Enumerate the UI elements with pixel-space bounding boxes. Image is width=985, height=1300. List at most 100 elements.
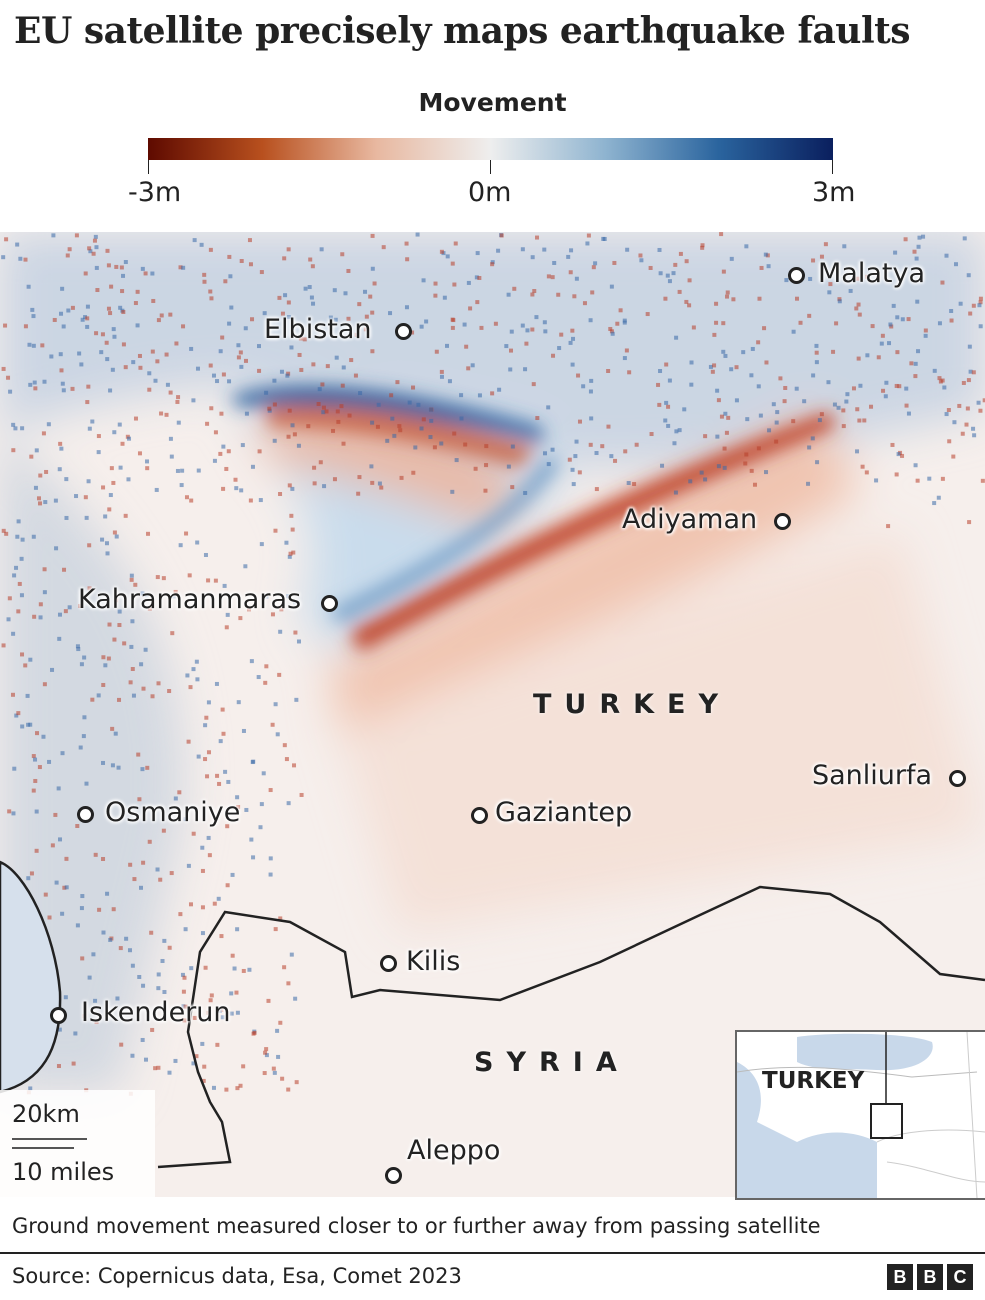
speckle-pixel (299, 792, 304, 797)
speckle-pixel (542, 247, 547, 252)
speckle-pixel (214, 681, 219, 686)
speckle-pixel (249, 659, 254, 664)
speckle-pixel (819, 254, 824, 259)
speckle-pixel (909, 361, 914, 366)
speckle-pixel (1, 255, 6, 260)
speckle-pixel (228, 274, 233, 279)
speckle-pixel (153, 1066, 158, 1071)
city-dot-elbistan (395, 323, 412, 340)
speckle-pixel (810, 436, 815, 441)
speckle-pixel (29, 871, 34, 876)
speckle-pixel (648, 265, 653, 270)
speckle-pixel (215, 773, 220, 778)
speckle-pixel (246, 607, 251, 612)
speckle-pixel (416, 402, 421, 407)
speckle-pixel (490, 262, 495, 267)
speckle-pixel (473, 466, 478, 471)
speckle-pixel (322, 484, 327, 489)
speckle-pixel (784, 278, 789, 283)
speckle-pixel (106, 263, 111, 268)
speckle-pixel (209, 406, 214, 411)
speckle-pixel (16, 519, 21, 524)
speckle-pixel (248, 262, 253, 267)
speckle-pixel (415, 232, 420, 237)
speckle-pixel (236, 700, 241, 705)
speckle-pixel (184, 531, 189, 536)
speckle-pixel (272, 402, 277, 407)
speckle-pixel (915, 299, 920, 304)
speckle-pixel (606, 368, 611, 373)
speckle-pixel (202, 1064, 207, 1069)
speckle-pixel (667, 279, 672, 284)
speckle-pixel (200, 931, 205, 936)
bbc-logo-letter: C (947, 1264, 973, 1290)
speckle-pixel (370, 480, 375, 485)
speckle-pixel (206, 700, 211, 705)
speckle-pixel (532, 289, 537, 294)
speckle-pixel (921, 234, 926, 239)
speckle-pixel (270, 722, 275, 727)
speckle-pixel (749, 373, 754, 378)
speckle-pixel (624, 348, 629, 353)
speckle-pixel (766, 264, 771, 269)
speckle-pixel (176, 395, 181, 400)
speckle-pixel (135, 289, 140, 294)
speckle-pixel (932, 368, 937, 373)
speckle-pixel (43, 892, 48, 897)
speckle-pixel (743, 461, 748, 466)
speckle-noise (0, 232, 985, 1096)
city-label-kahramanmaras: Kahramanmaras (78, 584, 302, 615)
speckle-pixel (203, 552, 208, 557)
speckle-pixel (439, 374, 444, 379)
speckle-pixel (428, 435, 433, 440)
speckle-pixel (194, 659, 199, 664)
speckle-pixel (53, 498, 58, 503)
speckle-pixel (363, 327, 368, 332)
speckle-pixel (191, 1061, 196, 1066)
speckle-pixel (569, 248, 574, 253)
speckle-pixel (310, 264, 315, 269)
speckle-pixel (31, 314, 36, 319)
speckle-pixel (119, 265, 124, 270)
speckle-pixel (585, 241, 590, 246)
speckle-pixel (894, 472, 899, 477)
speckle-pixel (96, 450, 101, 455)
speckle-pixel (523, 490, 528, 495)
speckle-pixel (758, 413, 763, 418)
speckle-pixel (263, 680, 268, 685)
city-dot-sanliurfa (949, 770, 966, 787)
speckle-pixel (660, 463, 665, 468)
speckle-pixel (566, 254, 571, 259)
speckle-pixel (86, 384, 91, 389)
speckle-pixel (288, 551, 293, 556)
speckle-pixel (187, 573, 192, 578)
speckle-pixel (904, 403, 909, 408)
speckle-pixel (348, 330, 353, 335)
speckle-pixel (183, 817, 188, 822)
speckle-pixel (334, 355, 339, 360)
speckle-pixel (940, 280, 945, 285)
speckle-pixel (209, 296, 214, 301)
speckle-pixel (243, 326, 248, 331)
speckle-pixel (802, 399, 807, 404)
speckle-pixel (684, 259, 689, 264)
speckle-pixel (241, 728, 246, 733)
speckle-pixel (220, 335, 225, 340)
speckle-pixel (639, 258, 644, 263)
speckle-pixel (880, 333, 885, 338)
speckle-pixel (238, 350, 243, 355)
speckle-pixel (856, 356, 861, 361)
speckle-pixel (468, 306, 473, 311)
speckle-pixel (370, 233, 375, 238)
speckle-pixel (512, 286, 517, 291)
speckle-pixel (58, 441, 63, 446)
speckle-pixel (798, 320, 803, 325)
speckle-pixel (56, 1064, 61, 1069)
speckle-pixel (353, 373, 358, 378)
speckle-pixel (127, 948, 132, 953)
speckle-pixel (363, 289, 368, 294)
legend-mid-label: 0m (468, 177, 512, 208)
speckle-pixel (150, 1027, 155, 1032)
speckle-pixel (914, 256, 919, 261)
speckle-pixel (26, 284, 31, 289)
